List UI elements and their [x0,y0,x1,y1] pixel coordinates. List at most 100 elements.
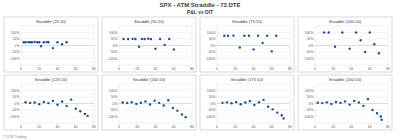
point [243,35,245,37]
panel: Straddle (125:10)-100%-50%0%50%100%02040… [4,75,98,130]
point [266,35,268,37]
x-tick-label: 40 [56,67,60,71]
panel-title: Straddle (150:10) [133,77,166,82]
panel-title: Straddle (100:10) [329,19,362,24]
point [56,104,58,106]
point [257,35,259,37]
grid-line [21,32,94,33]
x-tick-label: 40 [56,125,60,129]
point [31,41,33,43]
y-tick-label: 0% [211,44,216,48]
point [248,35,250,37]
x-tick-label: 20 [135,125,139,129]
x-tick-label: 20 [331,67,335,71]
grid-line [119,39,192,40]
x-tick-label: 40 [252,125,256,129]
point [249,100,251,102]
point [226,101,228,103]
point [144,100,146,102]
y-tick-label: -50% [110,50,118,54]
point [330,103,332,105]
grid-line [217,45,290,46]
plot-frame [315,26,388,65]
y-tick-label: -100% [304,57,314,61]
x-tick-label: 0 [118,67,120,71]
point [122,38,124,40]
point [38,103,40,105]
y-tick-label: -50% [12,50,20,54]
y-tick-label: 100% [305,89,314,93]
x-tick-label: 0 [314,125,316,129]
grid-line [119,116,192,117]
point [131,38,133,40]
y-tick-label: 100% [109,31,118,35]
x-tick-label: 40 [154,125,158,129]
point [327,31,329,33]
y-tick-label: 0% [309,102,314,106]
marks [317,98,383,121]
grid-line [217,39,290,40]
figure-subtitle: P&L vs DIT [187,9,213,15]
point [253,104,255,106]
point [364,51,366,53]
y-tick-label: -50% [110,108,118,112]
y-tick-label: -100% [10,57,20,61]
figure: SPX - ATM Straddle - 73 DTEP&L vs DIT© D… [0,0,400,140]
grid-line [21,58,94,59]
y-tick-label: 50% [111,95,118,99]
x-tick-label: 20 [233,67,237,71]
point [244,101,246,103]
x-tick-label: 40 [154,67,158,71]
grid-line [217,97,290,98]
point [271,50,273,52]
plot-frame [21,84,94,123]
point [126,102,128,104]
plot-frame [217,84,290,123]
grid-line [315,110,388,111]
point [47,41,49,43]
panel: Straddle (75:10)-100%-50%0%50%100%020406… [200,17,294,72]
grid-line [217,110,290,111]
grid-line [315,103,388,104]
y-tick-label: -50% [208,108,216,112]
point [221,102,223,104]
point [158,102,160,104]
point [86,115,88,117]
marks [24,98,88,117]
point [79,110,81,112]
grid-line [119,97,192,98]
y-tick-label: -50% [208,50,216,54]
point [380,115,382,117]
panel-frame [4,17,98,72]
y-tick-label: 0% [15,102,20,106]
y-tick-label: -50% [12,108,20,112]
point [138,46,140,48]
point [163,104,165,106]
point [230,102,232,104]
point [134,38,136,40]
point [150,38,152,40]
grid-line [21,52,94,53]
point [359,39,361,41]
y-tick-label: -100% [206,57,216,61]
point [43,101,45,103]
point [262,99,264,101]
point [326,101,328,103]
y-tick-label: -100% [108,115,118,119]
x-tick-label: 80 [190,125,194,129]
marks [223,34,277,52]
point [367,98,369,100]
point [271,108,273,110]
plot-frame [119,84,192,123]
panel-frame [298,17,392,72]
point [353,100,355,102]
point [154,48,156,50]
point [227,35,229,37]
point [380,119,382,121]
panel: Straddle (25:10)-100%-50%0%50%100%020406… [4,17,98,72]
point [40,45,42,47]
point [282,117,284,119]
y-tick-label: 0% [15,44,20,48]
panel: Straddle (175:10)-100%-50%0%50%100%02040… [200,75,294,130]
point [323,31,325,33]
